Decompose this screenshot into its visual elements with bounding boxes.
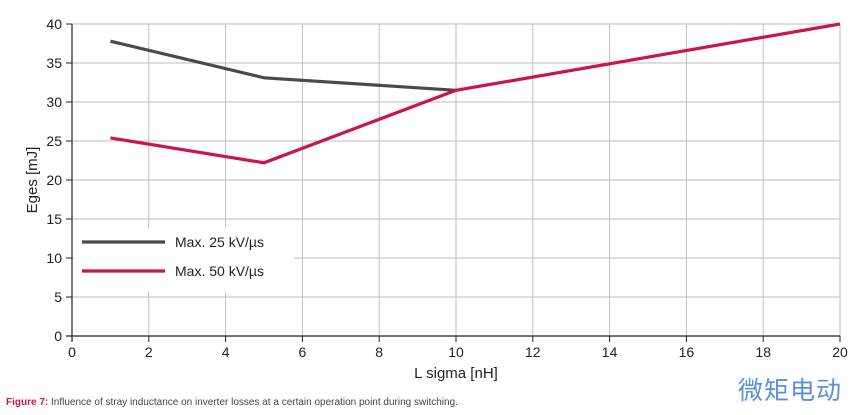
- x-tick-label: 8: [375, 344, 383, 360]
- x-tick-label: 18: [755, 344, 771, 360]
- y-tick-label: 40: [46, 16, 62, 32]
- y-tick-label: 5: [54, 289, 62, 305]
- legend-background: [74, 228, 294, 292]
- y-tick-label: 35: [46, 55, 62, 71]
- y-tick-label: 0: [54, 328, 62, 344]
- x-tick-label: 2: [145, 344, 153, 360]
- y-axis-title: Eges [mJ]: [24, 147, 41, 214]
- series-line-2: [110, 22, 841, 165]
- figure-caption-text: Influence of stray inductance on inverte…: [48, 397, 458, 408]
- watermark-text: 微矩电动: [738, 376, 843, 405]
- x-tick-label: 6: [299, 344, 307, 360]
- axes: [66, 23, 841, 342]
- x-tick-labels: 0 2 4 6 8 10 12 14 16 18 20: [68, 344, 848, 360]
- x-tick-label: 16: [679, 344, 695, 360]
- x-tick-label: 14: [602, 344, 618, 360]
- x-tick-label: 10: [448, 344, 464, 360]
- legend: Max. 25 kV/µs Max. 50 kV/µs: [74, 228, 294, 292]
- y-tick-label: 30: [46, 94, 62, 110]
- x-tick-label: 0: [68, 344, 76, 360]
- y-tick-label: 25: [46, 133, 62, 149]
- legend-label-2: Max. 50 kV/µs: [175, 263, 264, 279]
- series-line-1: [110, 39, 457, 92]
- figure-caption-label: Figure 7:: [6, 397, 49, 408]
- series-lines: [110, 22, 841, 165]
- x-tick-label: 4: [222, 344, 230, 360]
- legend-label-1: Max. 25 kV/µs: [175, 234, 264, 250]
- y-tick-labels: 0 5 10 15 20 25 30 35 40: [46, 16, 62, 344]
- figure-caption: Figure 7: Influence of stray inductance …: [6, 397, 458, 408]
- y-tick-label: 15: [46, 211, 62, 227]
- y-tick-label: 10: [46, 250, 62, 266]
- y-tick-label: 20: [46, 172, 62, 188]
- x-tick-label: 20: [832, 344, 848, 360]
- line-chart: 0 2 4 6 8 10 12 14 16 18 20 0 5 10 15 20 25 30 35 40 L sig…: [24, 16, 848, 382]
- x-axis-title: L sigma [nH]: [414, 365, 498, 382]
- x-tick-label: 12: [525, 344, 541, 360]
